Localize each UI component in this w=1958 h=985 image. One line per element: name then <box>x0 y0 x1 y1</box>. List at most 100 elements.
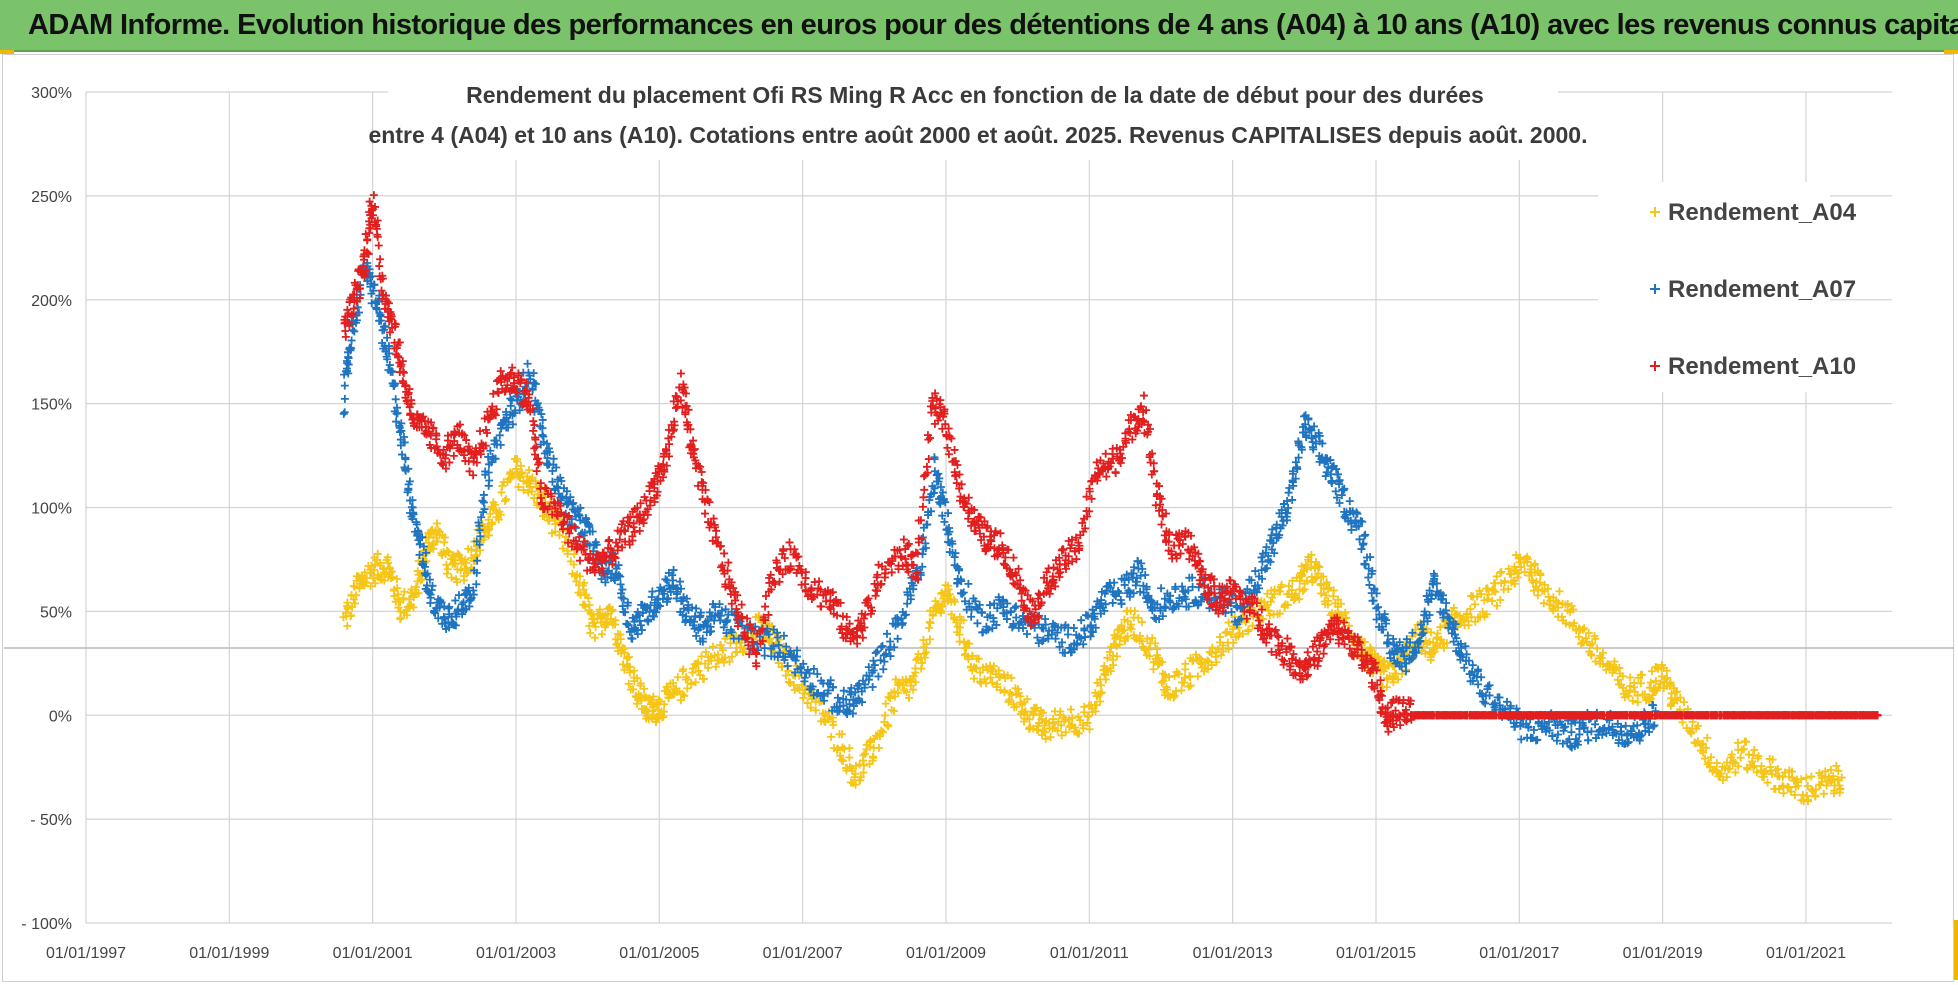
data-point <box>1535 578 1544 587</box>
data-point <box>785 566 794 575</box>
data-point <box>902 687 911 696</box>
data-point <box>711 662 720 671</box>
data-point <box>973 619 982 628</box>
data-point <box>414 589 423 598</box>
data-point <box>1555 587 1564 596</box>
data-point <box>924 455 933 464</box>
data-point <box>1064 630 1072 639</box>
data-point <box>920 653 929 662</box>
data-point <box>1038 726 1047 735</box>
data-point <box>683 684 692 693</box>
data-point <box>1115 640 1124 649</box>
data-point <box>719 658 728 667</box>
data-point <box>1084 711 1093 720</box>
data-point <box>1157 678 1166 687</box>
data-point <box>604 537 613 546</box>
data-point <box>1308 642 1317 651</box>
data-point <box>1106 667 1115 676</box>
data-point <box>374 241 383 250</box>
data-point <box>1315 563 1324 572</box>
data-point <box>616 580 625 589</box>
data-point <box>1473 592 1482 601</box>
data-point <box>502 495 511 504</box>
data-point <box>1389 678 1398 687</box>
data-point <box>1488 597 1497 606</box>
data-point <box>1545 600 1554 609</box>
data-point <box>879 665 888 674</box>
data-point <box>1186 672 1195 681</box>
data-point <box>678 690 687 699</box>
data-point <box>432 519 441 528</box>
data-point <box>1442 639 1451 648</box>
data-point <box>1324 585 1333 594</box>
data-point <box>781 671 790 680</box>
data-point <box>517 461 526 470</box>
data-point <box>1101 675 1110 684</box>
title-background <box>388 72 1558 160</box>
data-point <box>1427 628 1435 637</box>
data-point <box>951 472 960 481</box>
data-point <box>350 327 359 336</box>
data-point <box>694 658 703 667</box>
data-point <box>785 538 794 547</box>
data-point <box>613 639 622 648</box>
data-point <box>1558 612 1566 621</box>
data-point <box>803 699 812 708</box>
data-point <box>1080 708 1089 717</box>
x-tick-label: 01/01/2001 <box>333 945 413 962</box>
data-point <box>1126 623 1135 632</box>
data-point <box>955 630 964 639</box>
data-point <box>926 618 935 627</box>
data-point <box>1200 581 1209 590</box>
data-point <box>405 595 414 604</box>
data-point <box>1076 716 1085 725</box>
data-point <box>392 575 401 584</box>
data-point <box>1462 609 1471 618</box>
data-point <box>1266 597 1275 606</box>
data-point <box>519 486 528 495</box>
data-point <box>904 693 913 702</box>
chart-title-line2: entre 4 (A04) et 10 ans (A10). Cotations… <box>369 122 1588 148</box>
data-point <box>1214 645 1223 654</box>
data-point <box>478 496 487 505</box>
data-point <box>1492 601 1501 610</box>
data-point <box>1288 576 1297 585</box>
data-point <box>859 751 868 760</box>
data-point <box>1097 688 1106 697</box>
data-point <box>833 693 842 702</box>
data-point <box>881 699 890 708</box>
data-point <box>1244 625 1253 634</box>
data-point <box>716 641 725 650</box>
data-point <box>1130 607 1139 616</box>
header-banner: ADAM Informe. Evolution historique des p… <box>0 0 1958 52</box>
data-point <box>874 672 883 681</box>
data-point <box>524 488 533 497</box>
data-point <box>720 653 729 662</box>
data-point <box>893 634 902 643</box>
data-point <box>1120 625 1129 634</box>
data-point <box>1248 621 1257 630</box>
data-point <box>988 678 997 687</box>
data-point <box>968 652 977 660</box>
data-point <box>489 498 498 507</box>
data-point <box>880 657 889 666</box>
data-point <box>494 388 503 397</box>
data-point <box>444 548 453 557</box>
data-point <box>584 594 593 603</box>
data-point <box>369 574 378 583</box>
data-point <box>601 620 610 629</box>
data-point <box>555 531 564 540</box>
data-point <box>558 544 567 553</box>
data-point <box>950 445 959 454</box>
data-point <box>1540 580 1549 589</box>
data-point <box>1145 652 1154 661</box>
series-Rendement_A04 <box>339 455 1846 806</box>
data-point <box>1628 696 1637 705</box>
data-point <box>1295 576 1304 585</box>
data-point <box>1425 637 1434 646</box>
data-point <box>1384 639 1393 648</box>
data-point <box>445 602 454 611</box>
data-point <box>922 648 931 657</box>
data-point <box>790 545 799 554</box>
data-point <box>1011 602 1020 611</box>
